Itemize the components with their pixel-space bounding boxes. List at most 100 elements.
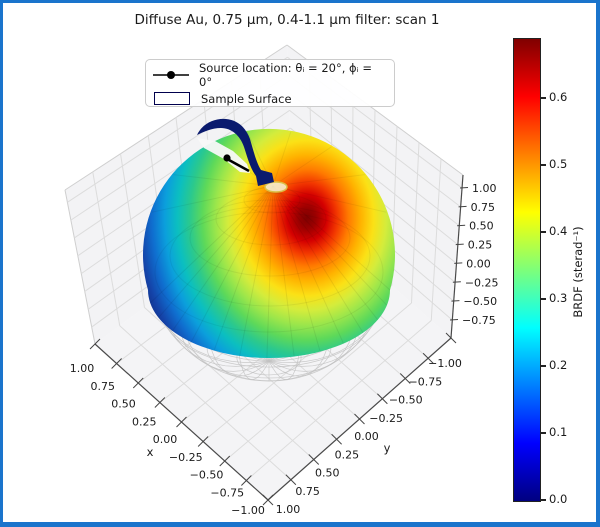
y-tick-label: 0.00: [354, 430, 379, 443]
facet-line: [272, 185, 295, 357]
facet-line: [266, 185, 274, 358]
legend-source-row: Source location: θᵢ = 20°, ϕᵢ = 0°: [152, 61, 388, 89]
y-tick-mark: [331, 433, 342, 445]
brdf-surface-group: [142, 118, 395, 358]
x-tick-mark: [176, 416, 187, 428]
source-location-line: [228, 158, 250, 173]
z-tick-label: 0.00: [466, 257, 491, 270]
facet-line: [272, 185, 379, 321]
y-tick-mark: [445, 332, 457, 344]
x-tick-mark: [89, 338, 101, 350]
z-tick-label: −0.25: [465, 276, 499, 289]
source-line-marker-icon: [153, 70, 189, 79]
colorbar-tick-label: 0.4: [549, 224, 568, 238]
colorbar-tick-label: 0.0: [549, 492, 568, 506]
y-tick-mark: [422, 352, 434, 364]
colorbar-label: BRDF (sterad⁻¹): [571, 226, 585, 318]
colorbar-tick-mark: [541, 499, 546, 501]
grid-line: [224, 302, 412, 462]
x-tick-label: −1.00: [231, 504, 265, 517]
sample-surface-flag: [197, 118, 274, 186]
z-tick-mark: [457, 224, 466, 227]
colorbar-tick-label: 0.2: [549, 358, 568, 372]
y-tick-mark: [354, 413, 365, 425]
grid-line: [288, 92, 460, 227]
colorbar-tick-label: 0.3: [549, 291, 568, 305]
axis-line: [450, 174, 464, 339]
facet-line: [272, 174, 365, 187]
z-tick-label: 0.25: [468, 239, 493, 252]
z-tick-mark: [459, 187, 469, 189]
y-tick-mark: [399, 373, 411, 384]
facet-line: [190, 185, 274, 343]
x-tick-mark: [132, 377, 144, 389]
facet-line: [272, 185, 391, 291]
x-tick-mark: [154, 397, 166, 408]
colorbar-tick-mark: [541, 164, 546, 166]
colorbar-tick-mark: [541, 365, 546, 367]
x-tick-label: −0.50: [190, 469, 224, 482]
facet-line: [272, 131, 292, 187]
z-tick-mark: [454, 262, 463, 264]
z-tick-mark: [451, 300, 460, 302]
legend-surface-row: Sample Surface: [152, 92, 388, 106]
colorbar-tick-mark: [541, 231, 546, 233]
facet-line: [272, 185, 344, 344]
y-tick-mark: [285, 474, 297, 486]
facet-line: [272, 185, 364, 334]
colorbar-tick-mark: [541, 298, 546, 300]
facet-line: [149, 185, 274, 304]
z-tick-mark: [458, 205, 467, 208]
y-tick-label: −0.75: [409, 375, 443, 388]
z-tick-mark: [452, 281, 461, 283]
colorbar-tick-label: 0.6: [549, 90, 568, 104]
y-tick-label: 1.00: [276, 503, 301, 516]
facet-line: [171, 185, 274, 332]
legend-source-label: Source location: θᵢ = 20°, ϕᵢ = 0°: [199, 60, 372, 89]
facet-ring: [154, 211, 384, 333]
y-tick-label: 0.75: [295, 485, 320, 498]
y-tick-label: 0.50: [315, 467, 340, 480]
x-tick-label: 0.25: [132, 415, 157, 428]
facet-ring: [215, 192, 327, 246]
facet-line: [272, 146, 332, 187]
y-tick-mark: [262, 494, 274, 506]
x-tick-label: −0.25: [169, 451, 203, 464]
z-tick-label: 1.00: [472, 182, 497, 195]
y-tick-label: −0.50: [389, 394, 423, 407]
x-tick-mark: [111, 358, 122, 369]
facet-line: [213, 185, 274, 351]
axis-ticks-and-labels: 1.00 0.75 0.50 0.25 0.00 −0.25 −0.50 −0.75 −1.00…: [70, 182, 499, 517]
x-tick-mark: [241, 475, 252, 486]
z-tick-label: −0.50: [463, 295, 497, 308]
grid-line: [430, 158, 442, 321]
surface-facet-lines: [149, 131, 391, 358]
grid-line: [92, 171, 121, 326]
grid-line: [411, 142, 420, 304]
z-tick-mark: [449, 319, 459, 321]
zenith-hole: [264, 181, 288, 193]
colorbar-tick-mark: [541, 97, 546, 99]
z-tick-label: 0.50: [469, 220, 494, 233]
legend-surface-label: Sample Surface: [201, 91, 292, 106]
y-tick-label: −0.25: [369, 412, 403, 425]
x-tick-mark: [197, 436, 209, 447]
facet-line: [239, 185, 274, 357]
grid-line: [246, 320, 432, 481]
z-tick-label: 0.75: [471, 201, 496, 214]
facet-line: [272, 185, 321, 352]
legend: Source location: θᵢ = 20°, ϕᵢ = 0° Sampl…: [145, 59, 395, 107]
y-tick-label: 0.25: [335, 448, 360, 461]
facet-line: [272, 185, 388, 306]
colorbar-tick-label: 0.5: [549, 157, 568, 171]
facet-ring: [189, 199, 351, 277]
colorbar: [513, 38, 541, 502]
x-axis-label: x: [147, 445, 154, 459]
source-location-marker: [223, 154, 231, 162]
wireframe-silhouette: [148, 289, 390, 382]
x-tick-label: 1.00: [70, 362, 95, 375]
colorbar-tick-mark: [541, 432, 546, 434]
facet-line: [272, 185, 387, 213]
y-axis-label: y: [384, 441, 391, 455]
